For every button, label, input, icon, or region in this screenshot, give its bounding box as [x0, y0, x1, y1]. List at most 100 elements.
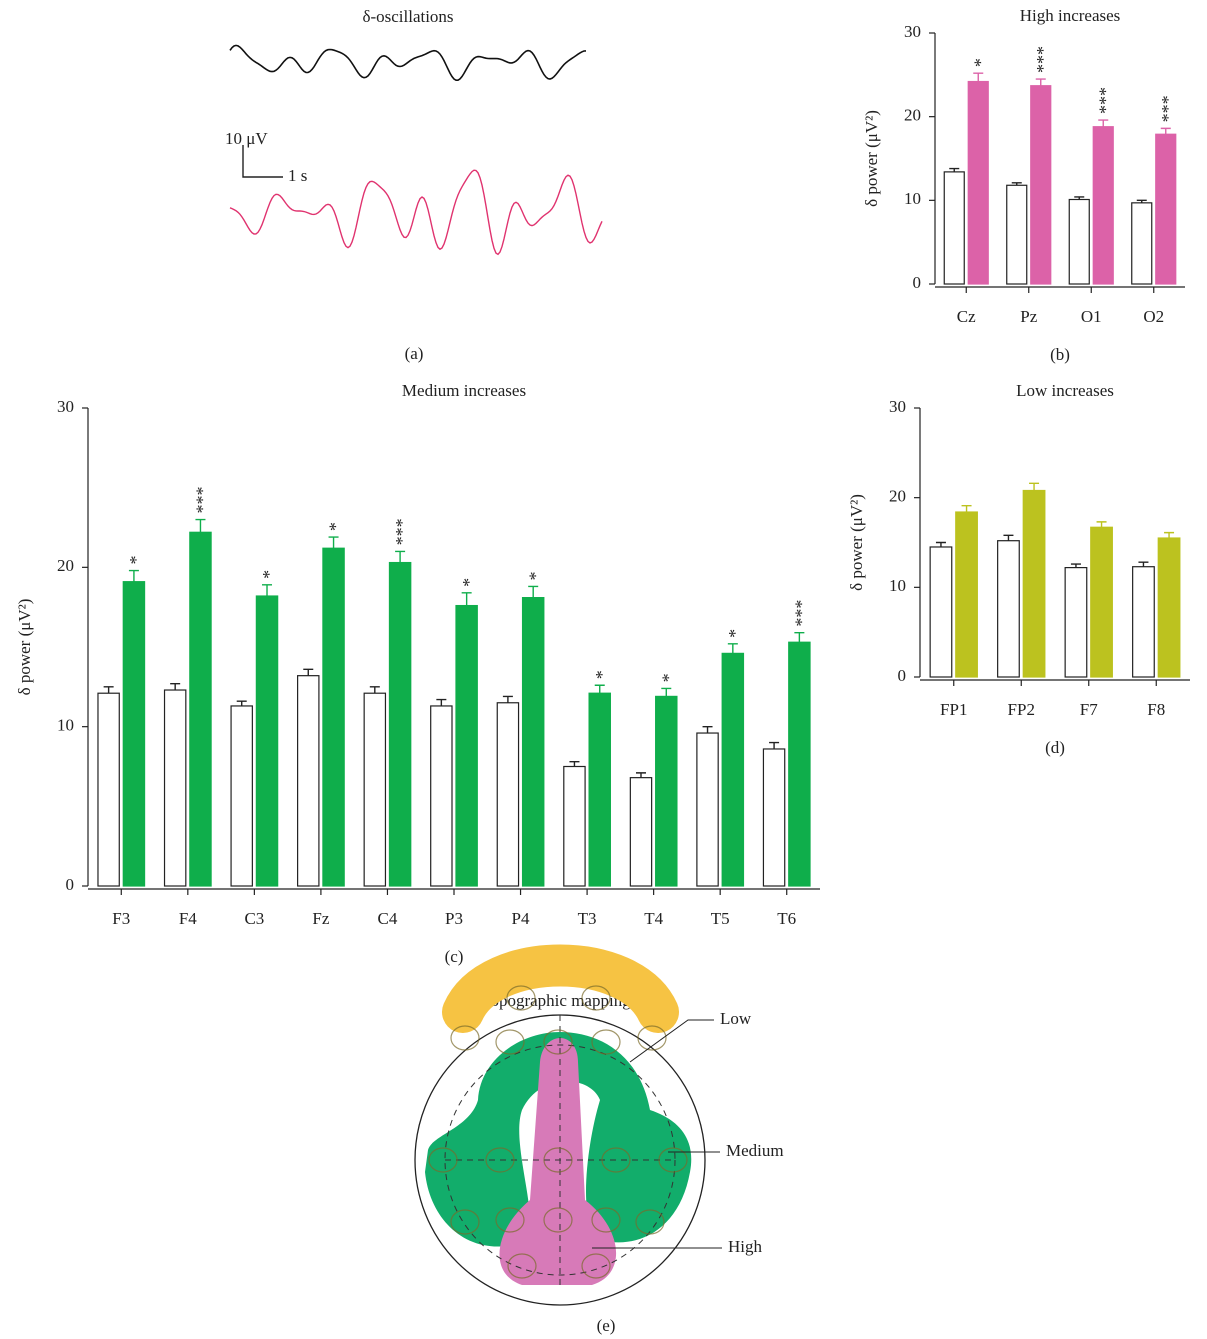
error-bar	[1011, 182, 1022, 186]
error-bar	[395, 550, 406, 563]
error-bar	[702, 725, 713, 734]
error-bar	[461, 592, 472, 606]
bar	[430, 705, 453, 887]
x-tick-label: F8	[1147, 700, 1165, 719]
y-tick-label: 10	[57, 716, 74, 735]
error-bar	[794, 631, 805, 643]
error-bar	[727, 643, 738, 654]
error-bar	[369, 686, 380, 694]
y-tick-label: 30	[57, 397, 74, 416]
error-bar	[128, 569, 139, 582]
x-tick-label: P3	[445, 909, 463, 928]
error-bar	[1138, 561, 1149, 567]
bar	[1006, 184, 1028, 285]
bar	[955, 511, 978, 678]
y-axis-label: δ power (μV²)	[847, 494, 866, 591]
bar	[563, 765, 586, 887]
error-bar	[973, 72, 984, 82]
chart-title: High increases	[1020, 6, 1121, 25]
topographic-map: Topographic mapping Low Medium High (e)	[414, 944, 784, 1335]
bar	[997, 540, 1020, 678]
error-bar	[1070, 563, 1081, 568]
bar	[943, 171, 965, 285]
medium-region	[425, 1032, 692, 1247]
y-axis-label: δ power (μV²)	[15, 599, 34, 696]
error-bar	[303, 668, 314, 676]
significance: *	[459, 578, 479, 587]
bar	[388, 561, 412, 887]
significance: *	[970, 58, 990, 67]
error-bar	[436, 698, 447, 706]
error-bar	[569, 761, 580, 767]
bar	[967, 80, 989, 285]
significance: ***	[1095, 87, 1115, 114]
bar	[721, 652, 745, 887]
bar	[163, 689, 187, 887]
bar	[97, 692, 120, 887]
low-region	[442, 944, 679, 1033]
bar	[788, 641, 811, 887]
high-region	[499, 1038, 617, 1285]
bar	[189, 531, 212, 887]
error-bar	[935, 541, 946, 547]
scale-y-label: 10 μV	[225, 129, 268, 148]
x-tick-label: F7	[1080, 700, 1098, 719]
bar	[1030, 85, 1052, 285]
significance: ***	[392, 518, 412, 545]
scale-x-label: 1 s	[288, 166, 307, 185]
panel-label: (c)	[445, 947, 464, 966]
significance: ***	[1033, 46, 1053, 73]
y-tick-label: 10	[889, 576, 906, 595]
error-bar	[1164, 531, 1175, 539]
panel-e-title: Topographic mapping	[481, 991, 631, 1010]
bar	[521, 597, 545, 887]
x-tick-label: P4	[512, 909, 530, 928]
x-tick-label: T5	[711, 909, 730, 928]
significance: *	[725, 629, 745, 638]
error-bar	[236, 700, 247, 706]
x-tick-label: T6	[777, 909, 796, 928]
significance: ***	[791, 600, 811, 627]
x-tick-label: T3	[578, 909, 597, 928]
error-bar	[1003, 534, 1014, 541]
x-tick-label: FP2	[1008, 700, 1035, 719]
bar	[1064, 567, 1088, 678]
x-tick-label: FP1	[940, 700, 967, 719]
error-bar	[661, 687, 672, 697]
bar	[1155, 133, 1177, 285]
region-label: Low	[720, 1009, 752, 1028]
region-label: Medium	[726, 1141, 784, 1160]
panel-a-title: δ-oscillations	[362, 7, 453, 26]
significance: *	[658, 673, 678, 682]
panel-label: (a)	[405, 344, 424, 363]
bar	[929, 546, 953, 678]
x-tick-label: C4	[378, 909, 398, 928]
x-tick-label: T4	[644, 909, 663, 928]
eeg-trace	[229, 44, 587, 81]
x-tick-label: Fz	[312, 909, 329, 928]
y-tick-label: 0	[66, 875, 75, 894]
bar	[1068, 198, 1090, 285]
bar	[1131, 202, 1153, 285]
significance: *	[259, 570, 279, 579]
y-tick-label: 0	[913, 273, 922, 292]
x-tick-label: F3	[112, 909, 130, 928]
bar	[1157, 537, 1181, 678]
error-bar	[769, 741, 780, 749]
y-tick-label: 0	[898, 666, 907, 685]
significance: *	[592, 670, 612, 679]
scale-bar	[242, 145, 283, 178]
significance: *	[126, 556, 146, 565]
x-tick-label: F4	[179, 909, 197, 928]
error-bar	[502, 695, 513, 703]
dashed-axes	[445, 1015, 675, 1285]
error-bar	[1074, 196, 1085, 200]
x-tick-label: Pz	[1020, 307, 1037, 326]
x-tick-label: C3	[244, 909, 264, 928]
error-bar	[635, 772, 646, 778]
panel-label: (d)	[1045, 738, 1065, 757]
y-tick-label: 20	[889, 487, 906, 506]
error-bar	[103, 686, 114, 694]
x-tick-label: O1	[1081, 307, 1102, 326]
region-label: High	[728, 1237, 763, 1256]
